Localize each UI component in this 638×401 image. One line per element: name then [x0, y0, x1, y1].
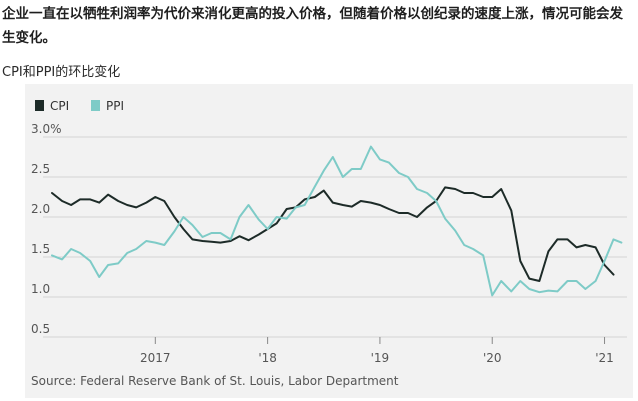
series-line-ppi [51, 145, 623, 297]
y-tick-label: 2.5 [31, 162, 50, 176]
y-tick-label: 2.0 [31, 202, 50, 216]
x-tick-label: '21 [595, 351, 614, 365]
legend-label-cpi: CPI [50, 98, 70, 113]
x-tick-label: '20 [483, 351, 502, 365]
y-tick-label: 1.0 [31, 282, 50, 296]
chart-panel: CPI PPI 0.5 1.0 1.5 2.0 2.5 3.0% 2017 '18 '19 '20… [25, 84, 633, 398]
source-note: Source: Federal Reserve Bank of St. Loui… [31, 374, 399, 388]
legend-swatch-ppi [90, 100, 100, 111]
y-tick-label: 3.0% [31, 122, 62, 136]
legend-label-ppi: PPI [105, 98, 124, 113]
line-chart: 0.5 1.0 1.5 2.0 2.5 3.0% 2017 '18 '19 '20 '21 [31, 122, 627, 365]
x-tick-label: '19 [371, 351, 390, 365]
headline: 企业一直在以牺牲利润率为代价来消化更高的投入价格，但随着价格以创纪录的速度上涨，… [2, 6, 623, 46]
y-tick-label: 1.5 [31, 242, 50, 256]
y-tick-label: 0.5 [31, 322, 50, 336]
x-tick-label: '18 [258, 351, 277, 365]
series-line-cpi [51, 186, 615, 282]
x-tick-label: 2017 [140, 351, 171, 365]
legend-swatch-cpi [35, 100, 44, 111]
legend: CPI PPI [35, 98, 142, 113]
chart-title: CPI和PPI的环比变化 [2, 65, 121, 80]
